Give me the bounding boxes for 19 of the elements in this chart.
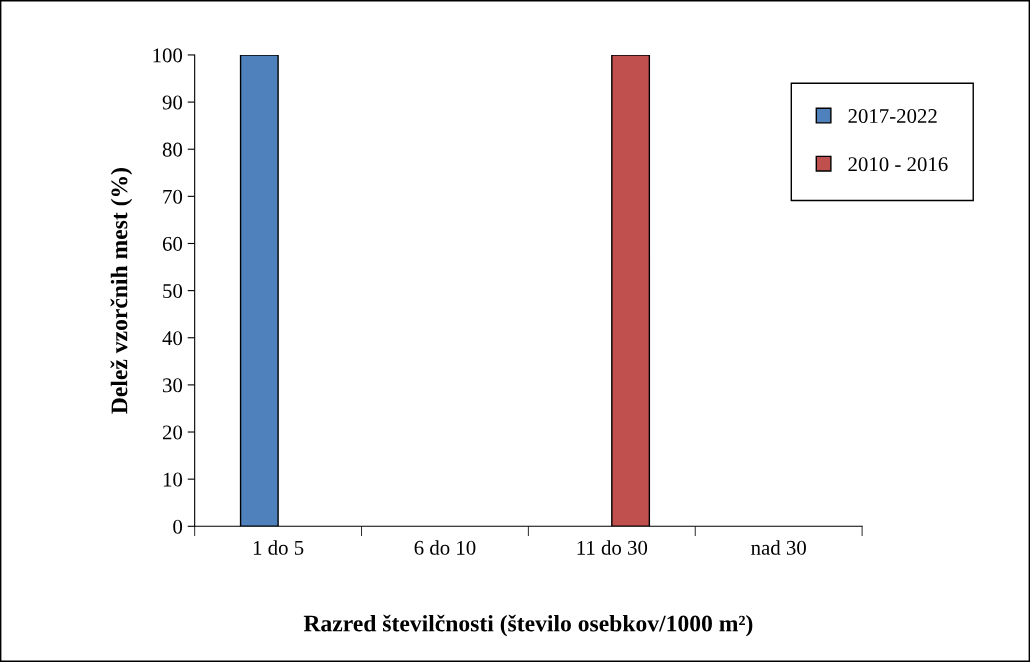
- y-tick-label: 70: [163, 189, 183, 204]
- y-axis-title: Delež vzorčnih mest (%): [110, 168, 133, 414]
- y-tick-label: 20: [162, 425, 183, 440]
- y-tick-label: 60: [162, 236, 183, 251]
- y-tick-label: 90: [162, 95, 183, 110]
- y-tick-label: 80: [162, 142, 183, 157]
- legend-label: 2010 - 2016: [848, 157, 948, 172]
- x-tick-label: 6 do 10: [414, 540, 476, 555]
- x-tick-label: 11 do 30: [577, 540, 648, 555]
- x-tick-label: nad 30: [751, 540, 806, 555]
- y-tick-label: 10: [163, 472, 183, 487]
- x-tick-label: 1 do 5: [253, 540, 304, 555]
- y-tick-label: 0: [173, 519, 183, 534]
- y-tick-label: 30: [163, 378, 183, 393]
- legend-label: 2017-2022: [848, 108, 937, 124]
- y-tick-label: 50: [163, 283, 183, 299]
- y-tick-label: 100: [153, 48, 183, 63]
- y-tick-label: 40: [162, 331, 183, 346]
- x-axis-title: Razred številčnosti (število osebkov/1000 m²): [303, 614, 753, 637]
